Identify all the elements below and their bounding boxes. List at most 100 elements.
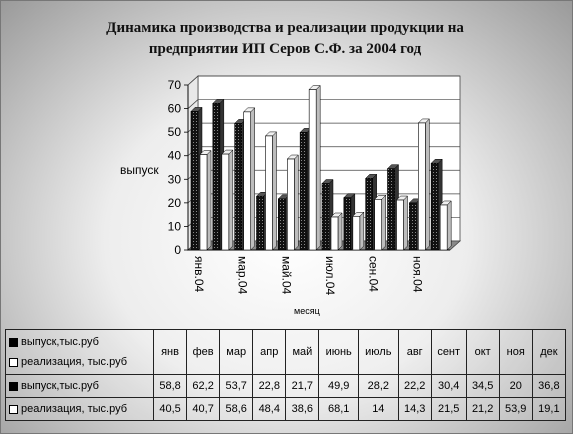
bar-sales [374, 199, 382, 251]
bar-sales [396, 199, 404, 251]
bar-sales [418, 122, 426, 251]
table-cell: 62,2 [186, 374, 221, 398]
bar-sales [439, 204, 448, 251]
table-cell: 21,7 [285, 374, 320, 398]
bar-output [299, 132, 308, 251]
series-2-swatch [9, 357, 18, 367]
y-tick-label: 0 [174, 243, 181, 257]
bar-sales [308, 89, 317, 251]
bar-sales [287, 158, 295, 251]
gridline-side [187, 99, 199, 109]
table-cell: 14 [357, 397, 399, 421]
table-header-cell: ноя [498, 329, 533, 375]
table-header-cell: мар [219, 329, 254, 375]
bar-output [321, 183, 330, 251]
table-cell: 21,2 [465, 397, 500, 421]
table-header-cell: апр [252, 329, 287, 375]
bar-sales [243, 111, 251, 251]
table-cell: 14,3 [397, 397, 432, 421]
bar-sales [265, 135, 273, 251]
x-tick-label: июл.04 [323, 256, 337, 295]
bar-output [409, 202, 417, 251]
table-header-row: выпуск,тыс.руб реализация, тыс.руб янв ф… [5, 329, 567, 375]
table-cell: 53,9 [498, 397, 533, 421]
table-cell: 22,8 [252, 374, 287, 398]
bar-output [256, 195, 264, 251]
x-tick-label: ноя.04 [410, 256, 424, 293]
gridline-side [187, 75, 199, 86]
bar-sales-side [359, 211, 365, 251]
x-tick-label: мар.04 [236, 256, 250, 295]
bar-sales [330, 216, 339, 251]
bar-sales-side [228, 149, 234, 251]
table-cell: 58,8 [152, 374, 188, 398]
table-cell: 30,4 [430, 374, 467, 398]
y-tick-label: 40 [168, 149, 182, 163]
table-row: выпуск,тыс.руб 58,8 62,2 53,7 22,8 21,7 … [5, 374, 567, 398]
table-cell: 28,2 [357, 374, 399, 398]
chart-title-line-1: Динамика производства и реализации проду… [106, 20, 464, 36]
table-row: реализация, тыс.руб 40,5 40,7 58,6 48,4 … [5, 397, 567, 421]
bar-sales-side [403, 195, 408, 251]
bar-output [343, 197, 352, 251]
y-tick-label: 60 [168, 102, 182, 116]
table-cell: 38,6 [285, 397, 320, 421]
table-cell: 36,8 [531, 374, 567, 398]
table-cell: 58,6 [219, 397, 254, 421]
bar-sales-side [272, 131, 277, 251]
table-header-cell: фев [186, 329, 221, 375]
bar-sales-side [206, 149, 212, 251]
x-tick-label: янв.04 [192, 256, 206, 293]
bar-output [387, 168, 395, 251]
bar-sales-side [381, 194, 386, 251]
table-cell: 34,5 [465, 374, 500, 398]
y-tick-label: 50 [168, 125, 182, 139]
table-header-cell: авг [397, 329, 432, 375]
series-1-swatch [9, 381, 18, 391]
table-cell: 49,9 [318, 374, 359, 398]
table-cell: 40,7 [186, 397, 221, 421]
legend-series-1: выпуск,тыс.руб [21, 336, 99, 348]
table-cell: 19,1 [531, 397, 567, 421]
data-table: выпуск,тыс.руб реализация, тыс.руб янв ф… [5, 329, 567, 421]
bar-output [278, 198, 286, 251]
y-tick-label: 10 [168, 219, 182, 233]
bar-sales-side [446, 200, 452, 251]
table-header-cell: июнь [318, 329, 359, 375]
table-cell: 21,5 [430, 397, 467, 421]
y-axis-label: выпуск [120, 163, 159, 177]
series-2-swatch [9, 404, 18, 414]
y-tick-label: 70 [168, 78, 182, 92]
bar-output [212, 103, 221, 251]
y-tick-label: 20 [168, 196, 182, 210]
bar-sales [199, 154, 208, 251]
table-legend-cell: выпуск,тыс.руб реализация, тыс.руб [5, 329, 154, 375]
table-cell: 48,4 [252, 397, 287, 421]
table-row-label: реализация, тыс.руб [5, 397, 154, 421]
bar-sales [352, 215, 361, 251]
bar-output [190, 111, 199, 251]
bar-sales-side [337, 212, 343, 251]
y-tick-label: 30 [168, 172, 182, 186]
x-axis-label: месяц [294, 306, 320, 316]
table-header-cell: июль [357, 329, 399, 375]
bar-sales-side [425, 118, 430, 251]
table-cell: 40,5 [152, 397, 188, 421]
legend-series-2: реализация, тыс.руб [21, 356, 128, 368]
chart-title: Динамика производства и реализации проду… [40, 18, 530, 60]
table-cell: 20 [498, 374, 533, 398]
bar-sales-side [294, 154, 299, 251]
row-label-text: выпуск,тыс.руб [21, 380, 99, 392]
table-header-cell: сент [430, 329, 467, 375]
series-1-swatch [9, 337, 18, 347]
bar-sales-side [250, 107, 255, 251]
table-header-cell: янв [152, 329, 188, 375]
chart-title-line-2: предприятии ИП Серов С.Ф. за 2004 год [148, 41, 422, 57]
bar-sales-side [315, 84, 321, 251]
table-cell: 22,2 [397, 374, 432, 398]
bar-sales [221, 153, 230, 251]
bar-output [234, 123, 242, 251]
table-cell: 68,1 [318, 397, 359, 421]
x-tick-label: сен.04 [367, 256, 381, 292]
